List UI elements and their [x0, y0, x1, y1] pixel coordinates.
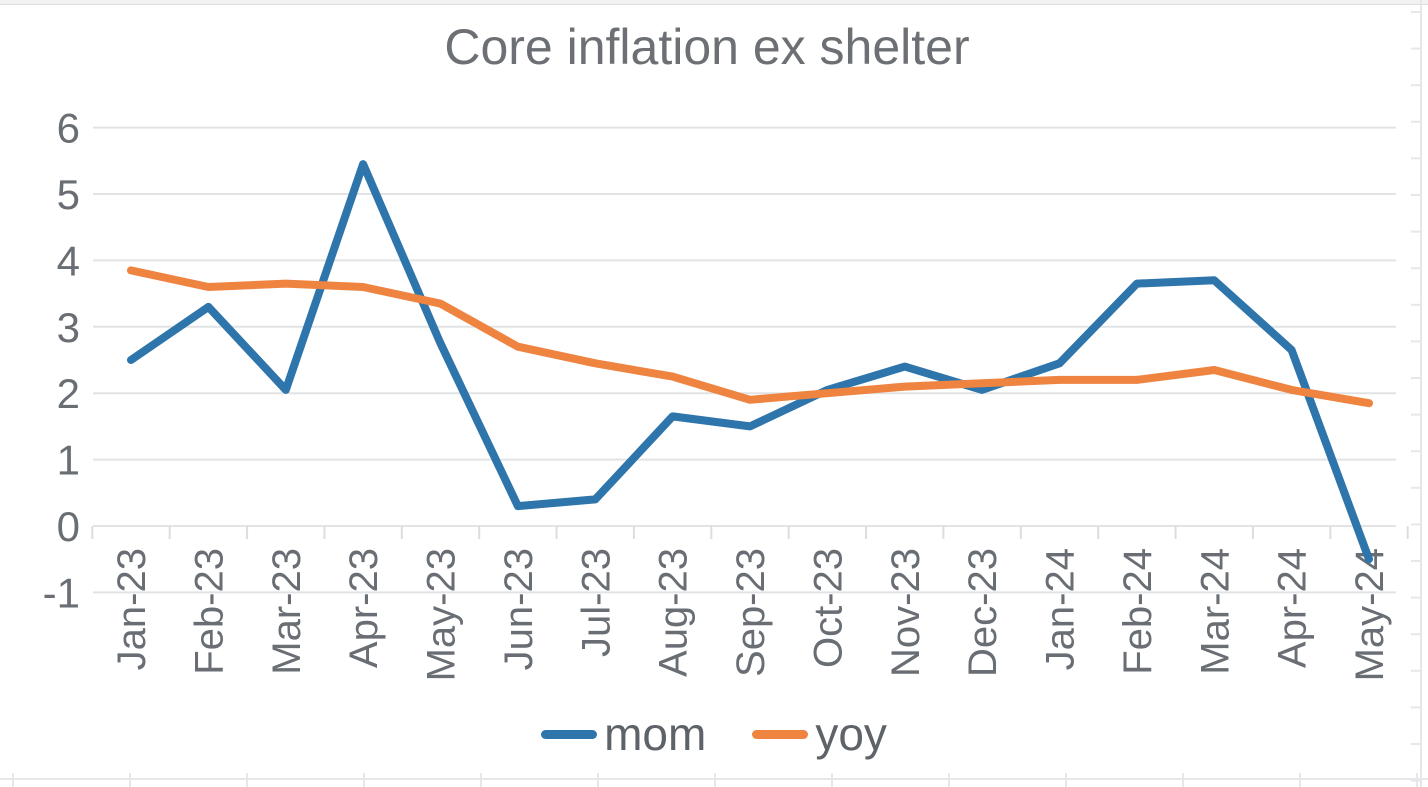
x-tick-label-May-24: May-24 — [1348, 548, 1392, 681]
x-axis-labels: Jan-23 Feb-23 Mar-23 Apr-23 May-23 Jun-23 Jul-… — [110, 548, 1392, 681]
x-tick-label-Dec-23: Dec-23 — [961, 548, 1005, 677]
x-tick-label-May-23: May-23 — [420, 548, 464, 681]
x-tick-label-Sep-23: Sep-23 — [729, 548, 773, 677]
legend-swatch-mom — [541, 729, 598, 739]
y-tick-label-6: 6 — [57, 105, 80, 152]
x-tick-label-Jan-24: Jan-24 — [1039, 548, 1083, 670]
x-tick-label-Aug-23: Aug-23 — [652, 548, 696, 677]
y-tick-label-2: 2 — [57, 370, 80, 417]
x-tick-label-Mar-24: Mar-24 — [1193, 548, 1237, 675]
y-tick-label-1: 1 — [57, 437, 80, 484]
legend-item-mom: mom — [541, 711, 706, 757]
chart-legend: mom yoy — [0, 705, 1428, 763]
series-line-mom — [127, 160, 1373, 564]
series-line-yoy — [127, 266, 1373, 408]
x-tick-label-Feb-24: Feb-24 — [1116, 548, 1160, 675]
y-tick-label--1: -1 — [43, 569, 80, 616]
x-tick-label-Apr-23: Apr-23 — [342, 548, 386, 668]
x-tick-label-Nov-23: Nov-23 — [884, 548, 928, 677]
legend-item-yoy: yoy — [752, 711, 887, 757]
screen-top-edge — [0, 0, 1428, 5]
legend-swatch-yoy — [752, 729, 809, 739]
x-tick-label-Jul-23: Jul-23 — [574, 548, 618, 657]
y-axis-labels: -1 0 1 2 3 4 5 6 — [43, 105, 80, 617]
x-tick-label-Jun-23: Jun-23 — [497, 548, 541, 670]
gridlines — [93, 126, 1396, 594]
y-tick-label-3: 3 — [57, 304, 80, 351]
x-tick-label-Feb-23: Feb-23 — [187, 548, 231, 675]
x-tick-label-Apr-24: Apr-24 — [1271, 548, 1315, 668]
x-tick-label-Oct-23: Oct-23 — [806, 548, 850, 668]
legend-label-mom: mom — [604, 708, 707, 760]
y-tick-label-5: 5 — [57, 171, 80, 218]
y-tick-label-4: 4 — [57, 237, 80, 284]
x-axis-ticks — [91, 526, 1409, 539]
y-tick-label-0: 0 — [57, 503, 80, 550]
x-tick-label-Jan-23: Jan-23 — [110, 548, 154, 670]
x-tick-label-Mar-23: Mar-23 — [265, 548, 309, 675]
chart-title: Core inflation ex shelter — [444, 19, 969, 75]
series-lines — [127, 160, 1373, 564]
legend-label-yoy: yoy — [815, 708, 887, 760]
